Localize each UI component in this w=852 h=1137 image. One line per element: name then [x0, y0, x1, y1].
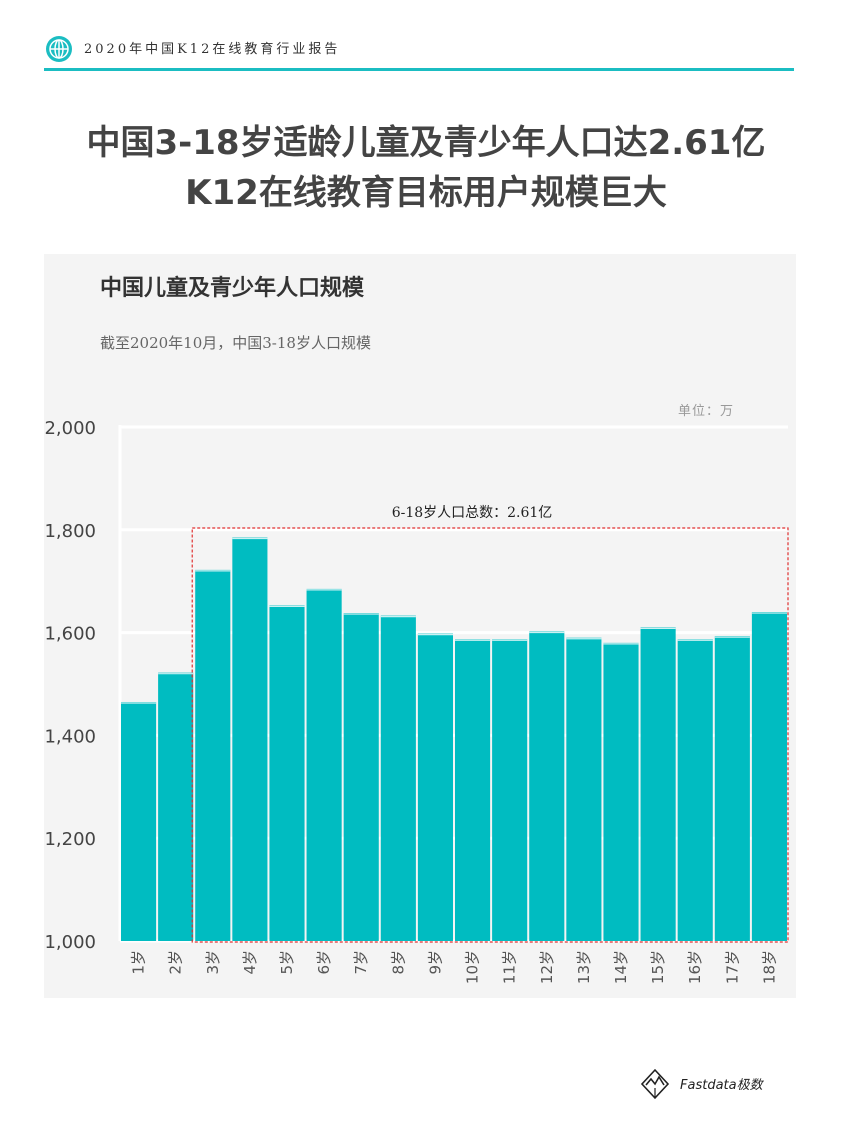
x-tick-label: 18岁: [760, 950, 778, 984]
x-tick-label: 8岁: [389, 950, 407, 975]
x-tick-label: 11岁: [501, 950, 519, 984]
header-title: 2020年中国K12在线教育行业报告: [84, 42, 341, 57]
y-tick-label: 1,600: [44, 624, 96, 645]
bar: [529, 631, 565, 941]
bar: [417, 633, 453, 941]
x-tick-label: 9岁: [426, 950, 444, 975]
bar: [714, 636, 750, 941]
x-tick-label: 5岁: [278, 950, 296, 975]
x-tick-label: 17岁: [723, 950, 741, 984]
bar: [603, 642, 639, 941]
bar: [195, 569, 231, 941]
y-tick-label: 1,000: [44, 932, 96, 953]
bar: [121, 701, 157, 941]
x-tick-label: 1岁: [130, 950, 148, 975]
bar: [751, 612, 787, 941]
footer-brand: Fastdata极数: [680, 1078, 763, 1093]
x-tick-label: 15岁: [649, 950, 667, 984]
x-tick-label: 3岁: [204, 950, 222, 975]
bar: [343, 613, 379, 941]
unit-label: 单位：万: [678, 404, 735, 419]
globe-icon: [46, 36, 72, 62]
y-tick-label: 1,800: [44, 521, 96, 542]
x-tick-label: 13岁: [575, 950, 593, 984]
annotation-box: [191, 527, 789, 943]
x-tick-label: 7岁: [352, 950, 370, 975]
annotation-label: 6-18岁人口总数：2.61亿: [392, 505, 553, 521]
bar: [380, 615, 416, 941]
report-header: 2020年中国K12在线教育行业报告: [44, 32, 794, 72]
page-title-line1: 中国3-18岁适龄儿童及青少年人口达2.61亿: [86, 123, 766, 163]
page-title-line2: K12在线教育目标用户规模巨大: [185, 173, 667, 213]
chart-title: 中国儿童及青少年人口规模: [100, 276, 365, 301]
header-divider: [44, 68, 794, 71]
y-tick-label: 2,000: [44, 418, 96, 439]
x-tick-label: 6岁: [315, 950, 333, 975]
bar: [269, 605, 305, 941]
x-tick-label: 2岁: [167, 950, 185, 975]
bar: [566, 637, 602, 941]
x-tick-label: 4岁: [241, 950, 259, 975]
fastdata-logo-icon: [640, 1068, 670, 1100]
x-tick-label: 12岁: [538, 950, 556, 984]
page-title: 中国3-18岁适龄儿童及青少年人口达2.61亿 K12在线教育目标用户规模巨大: [0, 118, 852, 218]
y-tick-label: 1,200: [44, 829, 96, 850]
bar: [306, 588, 342, 941]
y-tick-label: 1,400: [44, 726, 96, 747]
x-tick-label: 10岁: [464, 950, 482, 984]
bar: [677, 639, 713, 941]
bar: [640, 627, 676, 941]
chart-subtitle: 截至2020年10月，中国3-18岁人口规模: [100, 334, 371, 352]
bar: [232, 537, 268, 941]
x-tick-label: 14岁: [612, 950, 630, 984]
bar: [455, 639, 491, 941]
bar: [158, 672, 194, 941]
bar: [492, 639, 528, 941]
x-tick-label: 16岁: [686, 950, 704, 984]
